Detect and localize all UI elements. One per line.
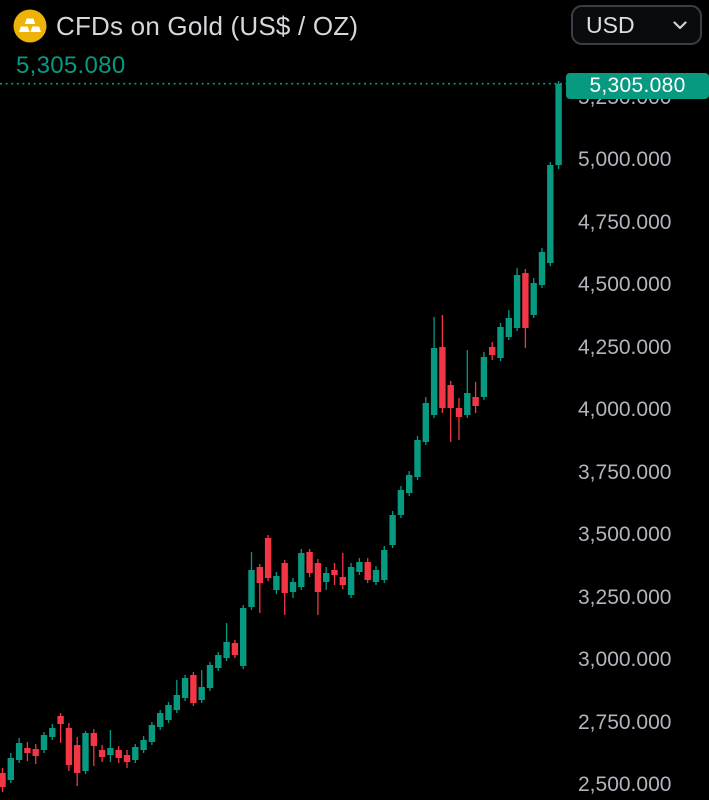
candle-body (430, 348, 438, 415)
candle-body (538, 252, 546, 285)
candle-body (513, 275, 521, 328)
candle-body (298, 553, 305, 587)
candle-body (331, 570, 338, 575)
price-axis-label: 4,500.000 (578, 273, 672, 296)
candle-body (40, 735, 48, 750)
candle-body (455, 408, 463, 417)
candle-body (480, 357, 488, 397)
candle-body (223, 642, 230, 658)
candle-body (381, 550, 388, 580)
candle-body (489, 347, 496, 355)
candle-body (248, 570, 255, 607)
candle-body (281, 563, 288, 593)
price-axis-label: 4,000.000 (578, 398, 672, 421)
candle-body (447, 385, 454, 408)
candle-body (24, 748, 31, 753)
price-axis-label: 4,250.000 (578, 335, 672, 359)
gold-bars-icon (13, 9, 47, 43)
candle-body (464, 393, 471, 415)
candle-body (181, 678, 189, 698)
candle-body (472, 397, 479, 406)
candle-body (256, 567, 263, 583)
candle-body (206, 665, 214, 688)
candle-body (15, 743, 23, 760)
price-axis-label: 2,750.000 (578, 710, 672, 734)
chart-title: CFDs on Gold (US$ / OZ) (56, 10, 359, 41)
candle-body (165, 705, 172, 720)
candle-body (148, 725, 156, 742)
candle-body (107, 748, 114, 755)
candle-body (530, 283, 537, 315)
candle-body (173, 695, 180, 710)
price-axis-label: 4,750.000 (578, 210, 672, 234)
chart-header: CFDs on Gold (US$ / OZ) (13, 9, 358, 43)
candle-body (364, 562, 371, 580)
price-axis-label: 3,000.000 (578, 648, 672, 671)
candle-body (323, 573, 330, 582)
price-axis-label: 3,750.000 (578, 460, 672, 484)
candle-body (240, 608, 247, 666)
price-axis-label: 3,500.000 (578, 523, 672, 546)
candle-body (49, 728, 56, 737)
candle-body (123, 755, 131, 762)
candle-body (157, 713, 164, 727)
candle-body (57, 716, 64, 724)
candle-body (74, 745, 81, 773)
candle-body (32, 749, 39, 756)
candle-body (7, 758, 14, 780)
candle-body (231, 643, 239, 655)
chevron-down-icon (673, 20, 687, 29)
candle-body (314, 563, 322, 592)
candle-body (406, 475, 413, 493)
price-axis-label: 5,000.000 (578, 148, 672, 171)
price-axis-label: 2,500.000 (578, 773, 672, 796)
candle-body (372, 570, 380, 582)
candle-body (356, 562, 363, 572)
candle-body (264, 538, 272, 578)
candle-body (439, 347, 446, 408)
candle-body (497, 327, 504, 358)
candle-body (98, 750, 106, 757)
candle-body (555, 83, 562, 165)
candle-body (347, 567, 355, 595)
candle-body (0, 773, 6, 787)
currency-selector-value: USD (586, 11, 635, 38)
candle-body (547, 165, 554, 263)
candle-body (198, 687, 205, 700)
candle-body (289, 582, 297, 592)
candle-body (397, 490, 405, 515)
candle-body (215, 655, 222, 668)
candle-body (414, 440, 421, 477)
candle-body (273, 576, 280, 590)
price-axis-label: 3,250.000 (578, 585, 672, 609)
candle-body (65, 728, 73, 765)
candle-body (90, 733, 97, 746)
candle-body (306, 552, 313, 573)
candle-body (140, 740, 147, 750)
candle-body (505, 318, 512, 337)
candle-body (339, 577, 346, 585)
candle-body (422, 403, 429, 442)
currency-selector[interactable]: USD (571, 5, 702, 45)
candle-body (522, 273, 529, 328)
last-price-label: 5,305.080 (16, 52, 126, 79)
candle-body (115, 750, 122, 758)
candle-body (132, 747, 139, 760)
last-price-badge: 5,305.080 (566, 73, 709, 99)
candle-body (82, 733, 89, 771)
candle-body (190, 675, 197, 703)
candle-body (389, 515, 396, 545)
